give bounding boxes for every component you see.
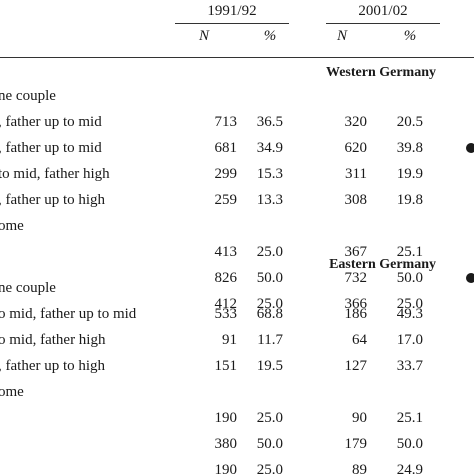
table-cell: 91 [222, 332, 237, 348]
column-header: N [336, 28, 347, 44]
table-cell: 366 [344, 296, 368, 312]
table-cell: 299 [214, 166, 238, 182]
cut-off-marker [466, 273, 474, 283]
row-label: , father up to high [0, 358, 106, 374]
table-cell: 25.1 [396, 244, 423, 260]
table-cell: 19.9 [396, 166, 423, 182]
table-cell: 713 [214, 114, 238, 130]
column-header: % [263, 28, 277, 44]
table-cell: 412 [214, 296, 238, 312]
table-cell: 732 [344, 270, 368, 286]
row-label: o mid, father up to mid [0, 306, 137, 322]
table-cell: 308 [344, 192, 368, 208]
table-cell: 259 [214, 192, 238, 208]
table-cell: 127 [344, 358, 368, 374]
table-cell: 533 [214, 306, 238, 322]
table-cell: 33.7 [396, 358, 423, 374]
cut-off-marker [466, 143, 474, 153]
table-cell: 64 [352, 332, 367, 348]
row-label: , father up to mid [0, 114, 102, 130]
table-cell: 50.0 [256, 436, 283, 452]
table-cell: 34.9 [256, 140, 283, 156]
table-cell: 11.7 [257, 332, 283, 348]
table-cell: 25.0 [256, 244, 283, 260]
group-label: ome [0, 384, 24, 400]
table-cell: 50.0 [256, 270, 283, 286]
period-header: 1991/92 [207, 3, 257, 19]
period-underline [175, 23, 289, 24]
table-cell: 413 [214, 244, 238, 260]
table-cell: 68.8 [256, 306, 283, 322]
table-cell: 311 [345, 166, 367, 182]
column-header: % [403, 28, 417, 44]
table-cell: 25.0 [256, 410, 283, 426]
table-cell: 620 [344, 140, 368, 156]
table-cell: 25.1 [396, 410, 423, 426]
column-header: N [198, 28, 209, 44]
table-cell: 25.0 [396, 296, 423, 312]
row-label: to mid, father high [0, 166, 110, 182]
section-title: Western Germany [325, 65, 436, 80]
table-cell: 190 [214, 462, 238, 474]
table-cell: 19.5 [256, 358, 283, 374]
table-cell: 36.5 [256, 114, 283, 130]
group-label: ne couple [0, 88, 56, 104]
table-cell: 20.5 [396, 114, 423, 130]
table-cell: 25.0 [256, 296, 283, 312]
group-label: ome [0, 218, 24, 234]
table-cell: 826 [214, 270, 238, 286]
table-cell: 50.0 [396, 436, 423, 452]
row-label: , father up to mid [0, 140, 102, 156]
period-underline [326, 23, 440, 24]
table-cell: 320 [344, 114, 368, 130]
table-cell: 89 [352, 462, 367, 474]
header-rule [0, 57, 474, 58]
table-cell: 90 [352, 410, 367, 426]
group-label: ne couple [0, 280, 56, 296]
table-cell: 49.3 [396, 306, 423, 322]
table-cell: 151 [214, 358, 238, 374]
table-cell: 179 [344, 436, 368, 452]
table-cell: 681 [214, 140, 238, 156]
table-cell: 190 [214, 410, 238, 426]
table-cell: 24.9 [396, 462, 423, 474]
row-label: o mid, father high [0, 332, 106, 348]
row-label: , father up to high [0, 192, 106, 208]
table-cell: 15.3 [256, 166, 283, 182]
period-header: 2001/02 [358, 3, 408, 19]
table-cell: 50.0 [396, 270, 423, 286]
table-cell: 39.8 [396, 140, 423, 156]
table-cell: 17.0 [396, 332, 423, 348]
table-cell: 19.8 [396, 192, 423, 208]
section-title: Eastern Germany [329, 257, 436, 272]
table-cell: 25.0 [256, 462, 283, 474]
table-cell: 367 [344, 244, 368, 260]
table-cell: 380 [214, 436, 238, 452]
table-cell: 186 [344, 306, 368, 322]
table-cell: 13.3 [256, 192, 283, 208]
